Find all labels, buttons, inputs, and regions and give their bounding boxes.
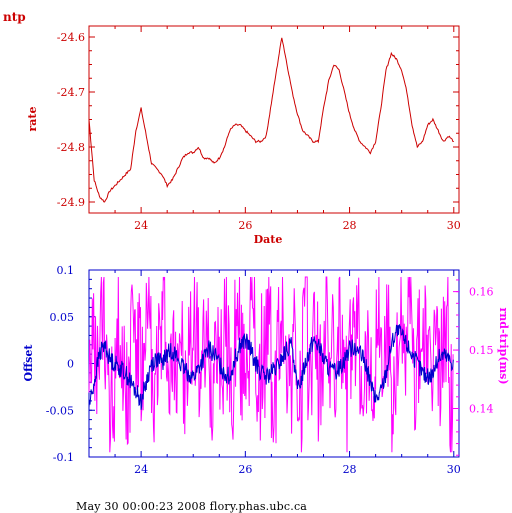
- roundtrip-series-line: [88, 276, 454, 453]
- offset-chart: 24 26 28 30 0.10.050-0.05-0.1 0.160.150.14 …: [22, 264, 510, 476]
- y-tick-label: 0.1: [57, 264, 75, 277]
- roundtrip-axis-label: rnd-trip(ms): [497, 307, 510, 384]
- y-tick-label: -24.9: [57, 196, 85, 209]
- y2-tick-label: 0.16: [469, 286, 494, 299]
- y-axis-label: rate: [26, 106, 39, 131]
- x-tick-label: 26: [238, 463, 252, 476]
- x-tick-label: 30: [447, 219, 461, 232]
- y-tick-label: -24.8: [57, 141, 85, 154]
- y-tick-label: 0.05: [50, 311, 75, 324]
- x-axis-label: Date: [254, 233, 283, 246]
- x-tick-label: 28: [343, 463, 357, 476]
- x-tick-label: 30: [447, 463, 461, 476]
- offset-axis-label: Offset: [22, 344, 35, 382]
- y2-tick-label: 0.14: [469, 402, 494, 415]
- x-tick-label: 28: [343, 219, 357, 232]
- rate-chart: ntp 24 26 28 30 -24.6 -24.7 -24.8 -24.9 Date r…: [3, 10, 461, 246]
- rate-series-line: [88, 37, 454, 203]
- y-tick-label: 0: [67, 358, 74, 371]
- y2-tick-label: 0.15: [469, 344, 494, 357]
- y-tick-label: -0.05: [46, 404, 74, 417]
- y-tick-label: -24.7: [57, 86, 85, 99]
- x-tick-label: 24: [134, 463, 148, 476]
- y-tick-label: -24.6: [57, 31, 85, 44]
- offset-series-line: [88, 323, 454, 410]
- rate-plot-frame: [88, 25, 460, 214]
- footer-timestamp: May 30 00:00:23 2008 flory.phas.ubc.ca: [76, 500, 308, 513]
- y-tick-label: -0.1: [53, 451, 74, 464]
- x-tick-label: 26: [238, 219, 252, 232]
- x-tick-label: 24: [134, 219, 148, 232]
- chart-title: ntp: [3, 10, 26, 24]
